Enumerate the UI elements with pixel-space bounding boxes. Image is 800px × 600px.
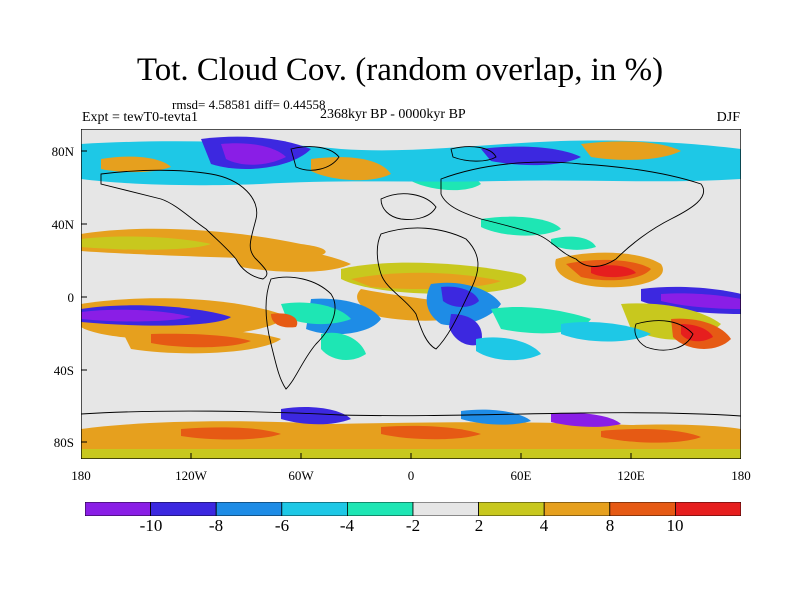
colorbar-swatch bbox=[346, 502, 414, 516]
lon-ticks bbox=[190, 453, 632, 459]
anomaly-fields bbox=[81, 136, 741, 459]
colorbar-label: -4 bbox=[339, 516, 355, 535]
lon-label-0: 0 bbox=[407, 468, 415, 483]
anomaly-map bbox=[81, 129, 741, 459]
stats-text: rmsd= 4.58581 diff= 0.44558 bbox=[172, 97, 326, 112]
colorbar-label: -10 bbox=[139, 516, 163, 535]
lon-label-120e: 120E bbox=[617, 468, 645, 483]
colorbar-swatch bbox=[150, 502, 217, 516]
lat-label-80s: 80S bbox=[53, 435, 74, 450]
lon-label-60w: 60W bbox=[288, 468, 314, 483]
lon-label-60e: 60E bbox=[510, 468, 532, 483]
colorbar-swatch bbox=[675, 502, 741, 516]
colorbar bbox=[85, 502, 741, 516]
colorbar-label: 4 bbox=[539, 516, 549, 535]
colorbar-label: 2 bbox=[474, 516, 484, 535]
colorbar-label: -2 bbox=[405, 516, 421, 535]
colorbar-label: -6 bbox=[274, 516, 290, 535]
lat-label-40s: 40S bbox=[53, 363, 74, 378]
lon-label-180e: 180 bbox=[731, 468, 751, 483]
colorbar-swatch bbox=[478, 502, 545, 516]
lat-label-0: 0 bbox=[67, 290, 75, 305]
plot-title: Tot. Cloud Cov. (random overlap, in %) bbox=[136, 52, 664, 88]
lon-label-120w: 120W bbox=[175, 468, 207, 483]
lat-label-80n: 80N bbox=[51, 144, 74, 159]
colorbar-swatch bbox=[543, 502, 611, 516]
colorbar-swatch bbox=[412, 502, 479, 516]
colorbar-label: 10 bbox=[666, 516, 684, 535]
season-label: DJF bbox=[716, 110, 740, 125]
lat-ticks bbox=[81, 150, 87, 443]
colorbar-swatch bbox=[85, 502, 151, 516]
colorbar-label: -8 bbox=[208, 516, 224, 535]
lon-label-180w: 180 bbox=[71, 468, 91, 483]
colorbar-swatch bbox=[281, 502, 348, 516]
period-label: 2368kyr BP - 0000kyr BP bbox=[320, 107, 466, 122]
lat-label-40n: 40N bbox=[51, 217, 74, 232]
colorbar-swatch bbox=[215, 502, 283, 516]
colorbar-swatch bbox=[609, 502, 676, 516]
experiment-label: Expt = tewT0-tevta1 bbox=[82, 110, 198, 125]
coastlines bbox=[81, 146, 741, 417]
colorbar-label: 8 bbox=[605, 516, 615, 535]
